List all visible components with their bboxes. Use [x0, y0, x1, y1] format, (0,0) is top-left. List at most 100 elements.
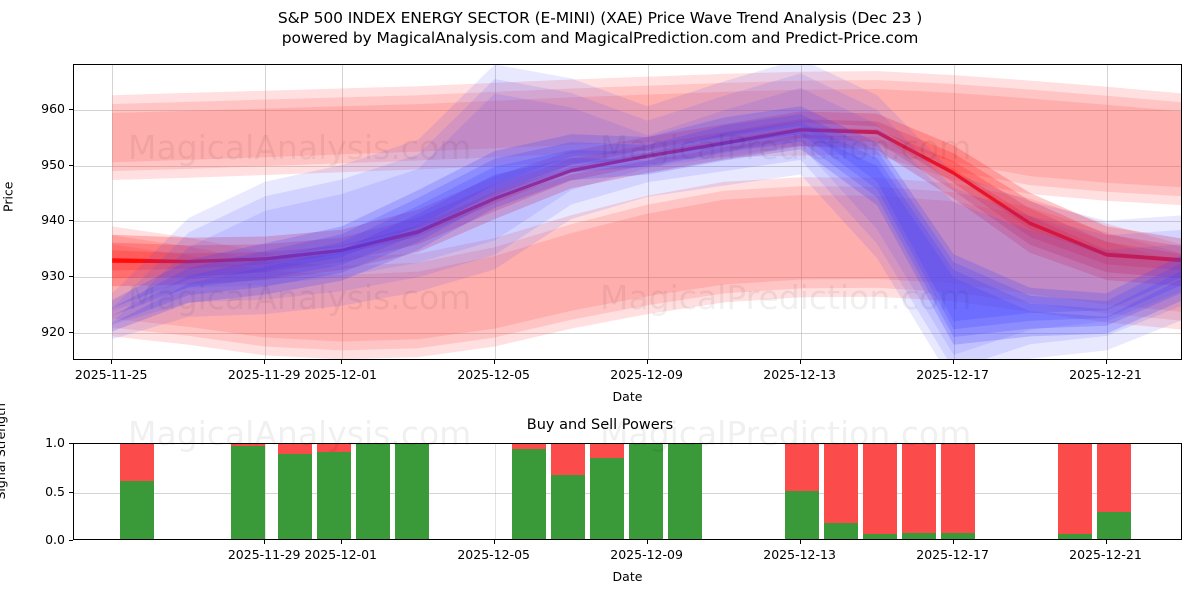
price-ytick-mark: [69, 332, 73, 334]
buy-power-segment[interactable]: [120, 480, 154, 539]
powers-gridline-v: [265, 444, 267, 539]
price-gridline-v: [265, 65, 267, 359]
sell-power-segment[interactable]: [785, 444, 819, 491]
powers-ytick-label: 1.0: [45, 435, 65, 450]
sell-power-segment[interactable]: [231, 444, 265, 446]
price-gridline-v: [647, 65, 649, 359]
powers-xtick-mark: [952, 540, 954, 544]
sell-power-segment[interactable]: [512, 444, 546, 449]
power-bar[interactable]: [629, 444, 663, 539]
power-bar[interactable]: [512, 444, 546, 539]
price-ytick-mark: [69, 276, 73, 278]
sell-power-segment[interactable]: [863, 444, 897, 535]
power-bar[interactable]: [1097, 444, 1131, 539]
power-bar[interactable]: [395, 444, 429, 539]
price-gridline-h: [74, 333, 1181, 335]
power-bar[interactable]: [863, 444, 897, 539]
power-bar[interactable]: [941, 444, 975, 539]
price-band-mid-red-core-band: [112, 111, 1181, 263]
sell-power-segment[interactable]: [941, 444, 975, 534]
buy-power-segment[interactable]: [1058, 534, 1092, 539]
price-ytick-mark: [69, 220, 73, 222]
buy-power-segment[interactable]: [941, 533, 975, 539]
price-band-blue-core-band: [112, 114, 1181, 330]
powers-xtick-label: 2025-12-01: [304, 547, 378, 562]
powers-xtick-mark: [646, 540, 648, 544]
price-band-blue-core-band: [112, 129, 1181, 345]
power-bar[interactable]: [785, 444, 819, 539]
price-xtick-label: 2025-11-29: [227, 367, 301, 382]
powers-ytick-label: 0.5: [45, 483, 65, 499]
sell-power-segment[interactable]: [1058, 444, 1092, 535]
price-xtick-mark: [111, 360, 113, 364]
powers-gridline-v: [494, 444, 496, 539]
price-chart-plot-area[interactable]: [73, 64, 1182, 360]
price-xtick-mark: [264, 360, 266, 364]
power-bar[interactable]: [1058, 444, 1092, 539]
price-band-blue-core-band: [112, 106, 1181, 322]
sell-power-segment[interactable]: [1097, 444, 1131, 512]
price-xtick-mark: [493, 360, 495, 364]
power-bar[interactable]: [902, 444, 936, 539]
price-band-blue-wide-band: [112, 65, 1181, 355]
price-ytick-mark: [69, 164, 73, 166]
price-band-outer-red-upper-band: [112, 89, 1181, 206]
buy-power-segment[interactable]: [824, 522, 858, 539]
price-band-outer-red-upper-band: [112, 71, 1181, 188]
price-gridline-v: [112, 65, 114, 359]
price-xtick-mark: [799, 360, 801, 364]
buy-power-segment[interactable]: [317, 451, 351, 539]
power-bar[interactable]: [231, 444, 265, 539]
power-bar[interactable]: [120, 444, 154, 539]
price-xaxis-title: Date: [612, 389, 643, 404]
buy-power-segment[interactable]: [512, 448, 546, 539]
price-gridline-h: [74, 109, 1181, 111]
sell-power-segment[interactable]: [902, 444, 936, 534]
buy-power-segment[interactable]: [395, 444, 429, 539]
sell-power-segment[interactable]: [824, 444, 858, 523]
price-xtick-mark: [646, 360, 648, 364]
price-xtick-label: 2025-12-17: [916, 367, 989, 382]
powers-xaxis-title: Date: [612, 569, 643, 584]
buy-power-segment[interactable]: [785, 490, 819, 539]
price-gridline-v: [800, 65, 802, 359]
buy-power-segment[interactable]: [629, 444, 663, 539]
buy-power-segment[interactable]: [356, 444, 390, 539]
buy-power-segment[interactable]: [863, 534, 897, 539]
price-ytick-label: 930: [41, 268, 65, 284]
sell-power-segment[interactable]: [120, 444, 154, 481]
power-bar[interactable]: [356, 444, 390, 539]
power-bar[interactable]: [317, 444, 351, 539]
price-ytick-label: 920: [41, 324, 65, 340]
price-band-outer-red-lower-band: [112, 177, 1181, 342]
price-band-outer-red-lower-band: [112, 186, 1181, 351]
sell-power-segment[interactable]: [551, 444, 585, 475]
power-bar[interactable]: [824, 444, 858, 539]
buy-power-segment[interactable]: [551, 474, 585, 539]
powers-chart-plot-area[interactable]: [73, 443, 1182, 540]
buy-power-segment[interactable]: [590, 457, 624, 539]
power-bar[interactable]: [590, 444, 624, 539]
buy-power-segment[interactable]: [231, 445, 265, 539]
powers-xtick-mark: [264, 540, 266, 544]
price-ytick-label: 960: [41, 100, 65, 116]
powers-ytick-mark: [69, 540, 73, 541]
buy-power-segment[interactable]: [902, 533, 936, 539]
sell-power-segment[interactable]: [590, 444, 624, 458]
price-xtick-mark: [952, 360, 954, 364]
sell-power-segment[interactable]: [278, 444, 312, 454]
price-chart-wrap: 920 930 940 950 960 2025-11-25 2025-11-29 2025-…: [1, 64, 1182, 404]
sell-power-segment[interactable]: [317, 444, 351, 452]
price-xtick-label: 2025-12-13: [763, 367, 836, 382]
price-ytick-label: 940: [41, 212, 65, 228]
buy-power-segment[interactable]: [1097, 511, 1131, 539]
powers-xtick-label: 2025-12-13: [763, 547, 836, 562]
power-bar[interactable]: [278, 444, 312, 539]
power-bar[interactable]: [668, 444, 702, 539]
buy-power-segment[interactable]: [278, 453, 312, 539]
powers-ytick-mark: [69, 491, 73, 493]
buy-power-segment[interactable]: [668, 444, 702, 539]
price-band-blue-wide-band: [112, 87, 1181, 359]
power-bar[interactable]: [551, 444, 585, 539]
powers-xtick-label: 2025-11-29: [227, 547, 301, 562]
